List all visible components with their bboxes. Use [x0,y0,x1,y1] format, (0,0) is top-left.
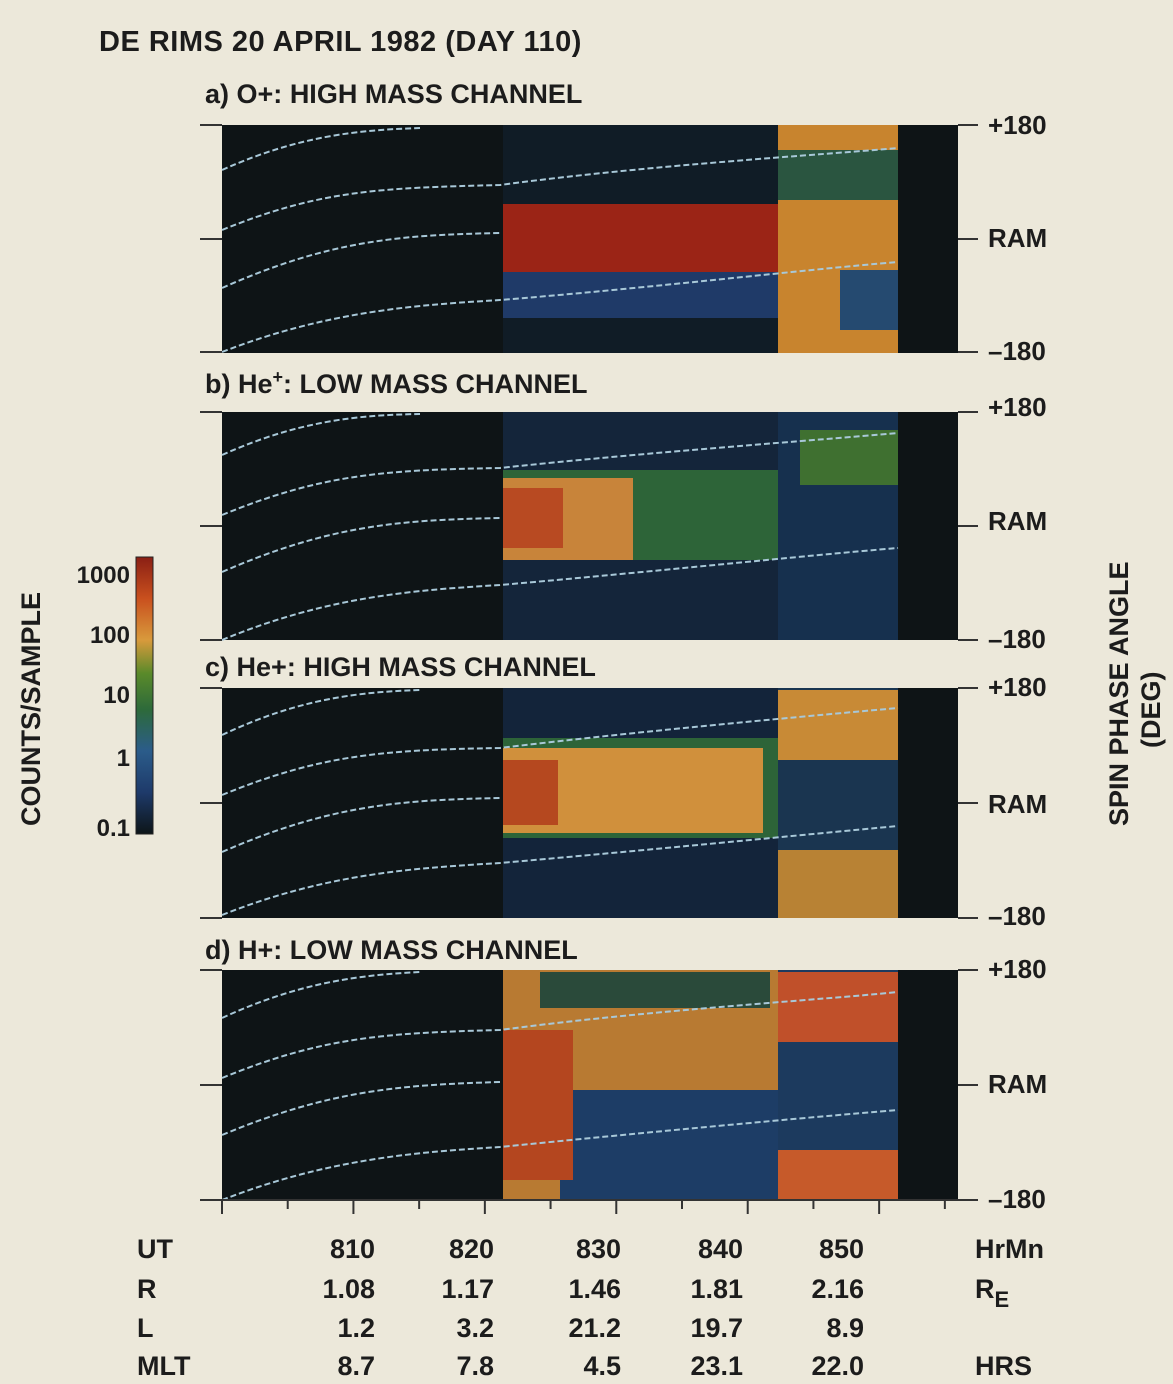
time-axis-ticks [221,1200,946,1214]
ephemeris-row-mlt-unit: HRS [975,1351,1032,1381]
panel-a-ram-beam [503,204,778,272]
ephemeris-l-value: 19.7 [690,1313,743,1343]
panel-c-ytick-ram: RAM [988,789,1047,819]
panel-d-trace-3 [221,1081,501,1136]
panel-c-ytick-bottom: –180 [988,901,1046,931]
panel-d-late-red-top [778,972,898,1042]
panel-b-title: b) He+: LOW MASS CHANNEL [205,367,588,399]
ephemeris-l-value: 8.9 [826,1313,864,1343]
ephemeris-mlt-value: 23.1 [690,1351,743,1381]
panel-b-late-green [800,430,898,485]
panel-a: a) O+: HIGH MASS CHANNEL +180 RAM –180 [200,79,1047,366]
panel-a-trace-1 [221,127,421,171]
panel-a-trace-3 [221,232,501,289]
panel-a-low-band [503,272,778,318]
colorbar-scale [135,556,154,835]
panel-d-trace-1 [221,971,421,1019]
panel-b-trace-2 [221,432,899,516]
panel-d-ytick-top: +180 [988,954,1047,984]
ephemeris-r-value: 2.16 [811,1274,864,1304]
panel-d-title: d) H+: LOW MASS CHANNEL [205,935,578,965]
colorbar-label: COUNTS/SAMPLE [16,592,46,826]
panel-d-lower-blue-band [560,1090,778,1200]
panel-b-ytick-ram: RAM [988,506,1047,536]
panel-c-late-orange-top [778,690,898,760]
panel-b-ytick-top: +180 [988,392,1047,422]
ephemeris-r-value: 1.17 [441,1274,494,1304]
panel-d-ytick-ram: RAM [988,1069,1047,1099]
colorbar-tick-1: 1 [117,745,130,772]
panel-d-trace-2 [221,991,899,1079]
ephemeris-row-ut-label: UT [137,1234,173,1264]
ephemeris-row-ut-unit: HrMn [975,1234,1044,1264]
panel-d-upper-dark-band [540,972,770,1008]
panel-c-red-core [503,760,558,825]
colorbar-tick-10: 10 [103,682,130,709]
panel-b-ytick-bottom: –180 [988,624,1046,654]
time-axis [221,1199,958,1214]
ephemeris-ut-value: 850 [819,1234,864,1264]
panel-a-ytick-ram: RAM [988,223,1047,253]
panel-b-trace-4 [221,547,899,641]
panel-b: b) He+: LOW MASS CHANNEL +180 RAM –180 [200,367,1047,654]
colorbar: 1000 100 10 1 0.1 COUNTS/SAMPLE [16,556,154,842]
colorbar-tick-1000: 1000 [77,562,130,589]
panel-d-trace-4 [221,1109,899,1201]
colorbar-tick-100: 100 [90,622,130,649]
ephemeris-ut-value: 810 [330,1234,375,1264]
panel-c-trace-2 [221,707,899,796]
panel-d-red-core [503,1030,573,1180]
panel-c-trace-1 [221,689,421,736]
panel-a-trace-4 [221,261,899,353]
panel-c-late-orange-bottom [778,850,898,918]
panel-b-trace-3 [221,517,501,573]
panel-c: c) He+: HIGH MASS CHANNEL +180 RAM –180 [200,652,1047,931]
ephemeris-l-value: 3.2 [456,1313,494,1343]
ephemeris-mlt-value: 22.0 [811,1351,864,1381]
panel-c-trace-3 [221,797,501,853]
colorbar-tick-0-1: 0.1 [97,815,130,842]
ephemeris-mlt-value: 7.8 [456,1351,494,1381]
panel-a-title: a) O+: HIGH MASS CHANNEL [205,79,582,109]
ephemeris-l-value: 21.2 [568,1313,621,1343]
ephemeris-table: UT 810 820 830 840 850 HrMn R 1.08 1.17 … [137,1234,1044,1381]
panel-b-red-core [503,488,563,548]
panel-a-late-lower-band [840,270,898,330]
panel-a-ytick-bottom: –180 [988,336,1046,366]
panel-d-late-red-bottom [778,1150,898,1200]
panel-c-title: c) He+: HIGH MASS CHANNEL [205,652,596,682]
ephemeris-r-value: 1.46 [568,1274,621,1304]
y-axis-label: SPIN PHASE ANGLE(DEG) [1104,561,1166,826]
panel-a-ytick-top: +180 [988,110,1047,140]
ephemeris-mlt-value: 8.7 [337,1351,375,1381]
ephemeris-row-r-label: R [137,1274,157,1304]
panel-d: d) H+: LOW MASS CHANNEL +180 RAM –180 [200,935,1047,1214]
ephemeris-r-value: 1.81 [690,1274,743,1304]
ephemeris-ut-value: 840 [698,1234,743,1264]
ephemeris-row-mlt-label: MLT [137,1351,191,1381]
panel-c-ytick-top: +180 [988,672,1047,702]
panel-a-late-dark-band [778,150,898,200]
ephemeris-r-value: 1.08 [322,1274,375,1304]
panel-d-ytick-bottom: –180 [988,1184,1046,1214]
panel-b-trace-1 [221,413,421,456]
panel-c-trace-4 [221,825,899,916]
ephemeris-row-l-label: L [137,1313,154,1343]
panel-a-trace-2 [221,147,899,231]
figure-title: DE RIMS 20 APRIL 1982 (DAY 110) [99,26,582,58]
ephemeris-row-r-unit: RE [975,1274,1009,1312]
ephemeris-l-value: 1.2 [337,1313,375,1343]
ephemeris-ut-value: 830 [576,1234,621,1264]
ephemeris-ut-value: 820 [449,1234,494,1264]
ephemeris-mlt-value: 4.5 [583,1351,621,1381]
